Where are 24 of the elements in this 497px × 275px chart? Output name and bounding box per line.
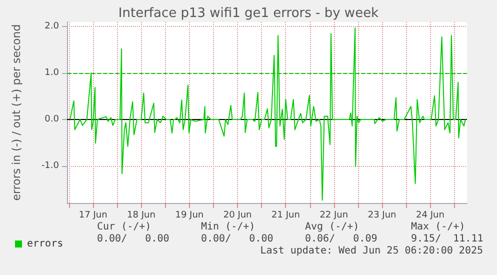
- x-tick-label: 17 Jun: [78, 210, 108, 220]
- x-tick-label: 21 Jun: [272, 210, 300, 220]
- x-tick-label: 24 Jun: [416, 210, 444, 220]
- x-tick-label: 19 Jun: [175, 210, 204, 220]
- x-tick-label: 18 Jun: [127, 210, 156, 220]
- text: 0.06/ 0.09: [305, 234, 378, 244]
- legend-label: errors: [27, 238, 64, 250]
- x-tick-label: 22 Jun: [320, 210, 348, 220]
- text: Cur (-/+): [97, 222, 152, 232]
- y-axis-title: errors in (-) / out (+) per second: [10, 24, 23, 201]
- x-tick-label: 20 Jun: [223, 210, 252, 220]
- y-tick-label: 2.0: [44, 22, 60, 32]
- chart-title: Interface p13 wifi1 ge1 errors - by week: [118, 6, 380, 21]
- text: Avg (-/+): [305, 222, 360, 232]
- text: 0.00/ 0.00: [97, 234, 170, 244]
- text: Min (-/+): [201, 222, 256, 232]
- text: 9.15/ 11.11: [411, 234, 484, 244]
- y-tick-label: 0.0: [44, 114, 60, 124]
- text: 0.00/ 0.00: [201, 234, 274, 244]
- y-tick-label: -1.0: [41, 160, 60, 171]
- text: Last update: Wed Jun 25 06:20:00 2025: [260, 246, 484, 256]
- y-tick-label: 1.0: [44, 68, 60, 78]
- x-tick-label: 23 Jun: [368, 210, 396, 220]
- text: Max (-/+): [411, 222, 466, 232]
